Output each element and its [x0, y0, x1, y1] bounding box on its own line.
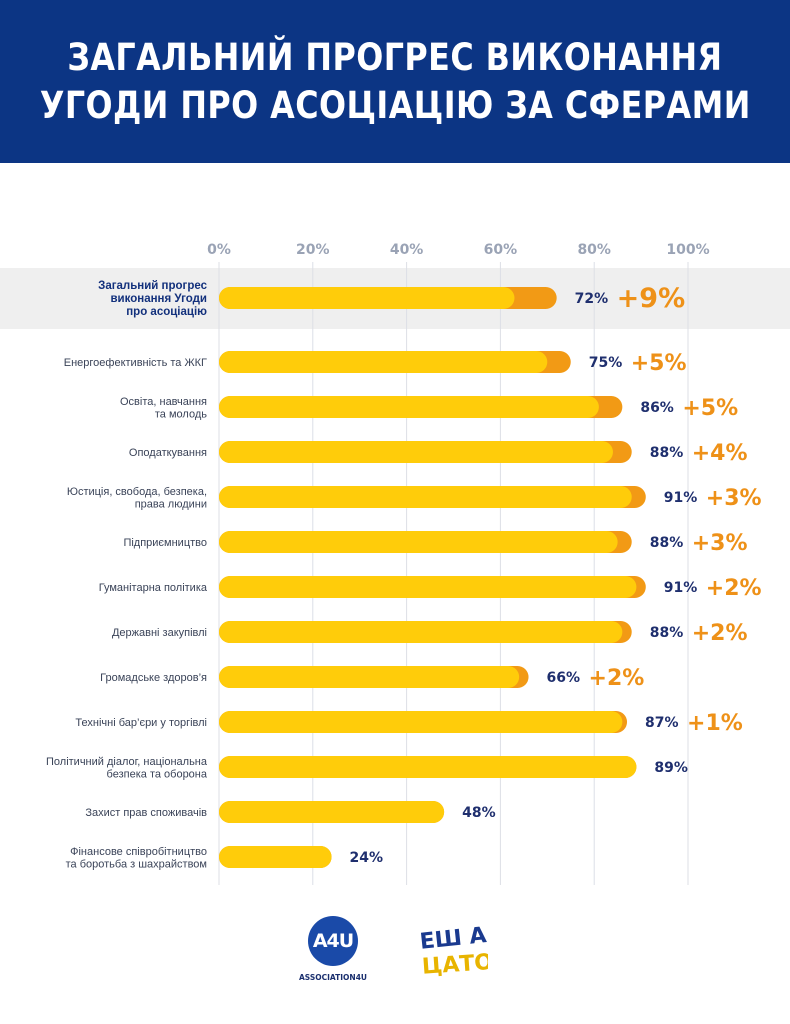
- bar-base-segment: [219, 576, 637, 598]
- value-label: 24%: [350, 850, 384, 866]
- bar-base-segment: [219, 287, 515, 309]
- category-label: виконання Угоди: [110, 293, 207, 305]
- change-label: +3%: [706, 486, 762, 511]
- value-label: 66%: [547, 670, 581, 686]
- bar-base-segment: [219, 711, 623, 733]
- bar-base-segment: [219, 801, 445, 823]
- bar-base-segment: [219, 396, 599, 418]
- value-label: 91%: [664, 490, 698, 506]
- value-label: 86%: [640, 400, 674, 416]
- x-tick-label: 20%: [296, 242, 330, 258]
- a4u-circle-icon: A4U: [308, 916, 358, 966]
- bar-base-segment: [219, 351, 548, 373]
- value-label: 91%: [664, 580, 698, 596]
- bar-base-segment: [219, 621, 623, 643]
- bar-base-segment: [219, 531, 618, 553]
- change-label: +1%: [687, 711, 743, 736]
- x-tick-label: 40%: [390, 242, 424, 258]
- bar-base-segment: [219, 756, 637, 778]
- category-label: Політичний діалог, національна: [46, 756, 208, 768]
- value-label: 88%: [650, 625, 684, 641]
- category-label: права людини: [135, 498, 207, 510]
- logo-footer: A4U ASSOCIATION4U ЕШ А ЦАТО: [0, 910, 790, 1010]
- page-title-line-2: УГОДИ ПРО АСОЦІАЦІЮ ЗА СФЕРАМИ: [39, 83, 751, 127]
- eu-nato-logo: ЕШ А ЦАТО: [419, 923, 488, 980]
- category-label: Загальний прогрес: [98, 280, 207, 292]
- category-label: Гуманітарна політика: [99, 582, 208, 594]
- category-label: Громадське здоров’я: [100, 672, 207, 684]
- bar-base-segment: [219, 441, 613, 463]
- header-banner: ЗАГАЛЬНИЙ ПРОГРЕС ВИКОНАННЯ УГОДИ ПРО АС…: [0, 0, 790, 163]
- change-label: +2%: [692, 621, 748, 646]
- change-label: +5%: [682, 396, 738, 421]
- category-label: Захист прав споживачів: [85, 807, 207, 819]
- category-label: та боротьба з шахрайством: [66, 858, 207, 870]
- value-label: 72%: [575, 291, 609, 307]
- x-tick-label: 80%: [577, 242, 611, 258]
- page-title-line-1: ЗАГАЛЬНИЙ ПРОГРЕС ВИКОНАННЯ: [67, 35, 723, 79]
- value-label: 75%: [589, 355, 623, 371]
- progress-bar-chart: 0% 20% 40% 60% 80% 100% Загальний прогресвикон…: [0, 242, 790, 885]
- category-label: про асоціацію: [126, 306, 207, 318]
- category-label: Державні закупівлі: [112, 627, 207, 639]
- category-label: Освіта, навчання: [120, 396, 207, 408]
- category-label: Оподаткування: [129, 447, 207, 459]
- change-label: +3%: [692, 531, 748, 556]
- value-label: 89%: [654, 760, 688, 776]
- change-label: +2%: [706, 576, 762, 601]
- change-label: +2%: [589, 666, 645, 691]
- category-label: безпека та оборона: [107, 768, 208, 780]
- a4u-logo-name: ASSOCIATION4U: [298, 973, 368, 982]
- change-label: +5%: [631, 351, 687, 376]
- category-label: Технічні бар’єри у торгівлі: [75, 717, 207, 729]
- bar-base-segment: [219, 846, 332, 868]
- x-tick-label: 0%: [207, 242, 231, 258]
- x-tick-label: 60%: [484, 242, 518, 258]
- category-label: Юстиція, свобода, безпека,: [67, 486, 207, 498]
- x-tick-label: 100%: [666, 242, 709, 258]
- eu-nato-logo-line-2: ЦАТО: [421, 950, 488, 980]
- category-label: та молодь: [155, 408, 207, 420]
- change-label: +4%: [692, 441, 748, 466]
- bar-base-segment: [219, 666, 520, 688]
- value-label: 88%: [650, 445, 684, 461]
- association4u-logo: A4U ASSOCIATION4U: [298, 916, 368, 982]
- category-label: Енергоефективність та ЖКГ: [64, 357, 207, 369]
- change-label: +9%: [617, 283, 685, 314]
- category-label: Фінансове співробітництво: [70, 846, 207, 858]
- value-label: 48%: [462, 805, 496, 821]
- value-label: 88%: [650, 535, 684, 551]
- value-label: 87%: [645, 715, 679, 731]
- category-label: Підприємництво: [123, 537, 207, 549]
- bar-base-segment: [219, 486, 632, 508]
